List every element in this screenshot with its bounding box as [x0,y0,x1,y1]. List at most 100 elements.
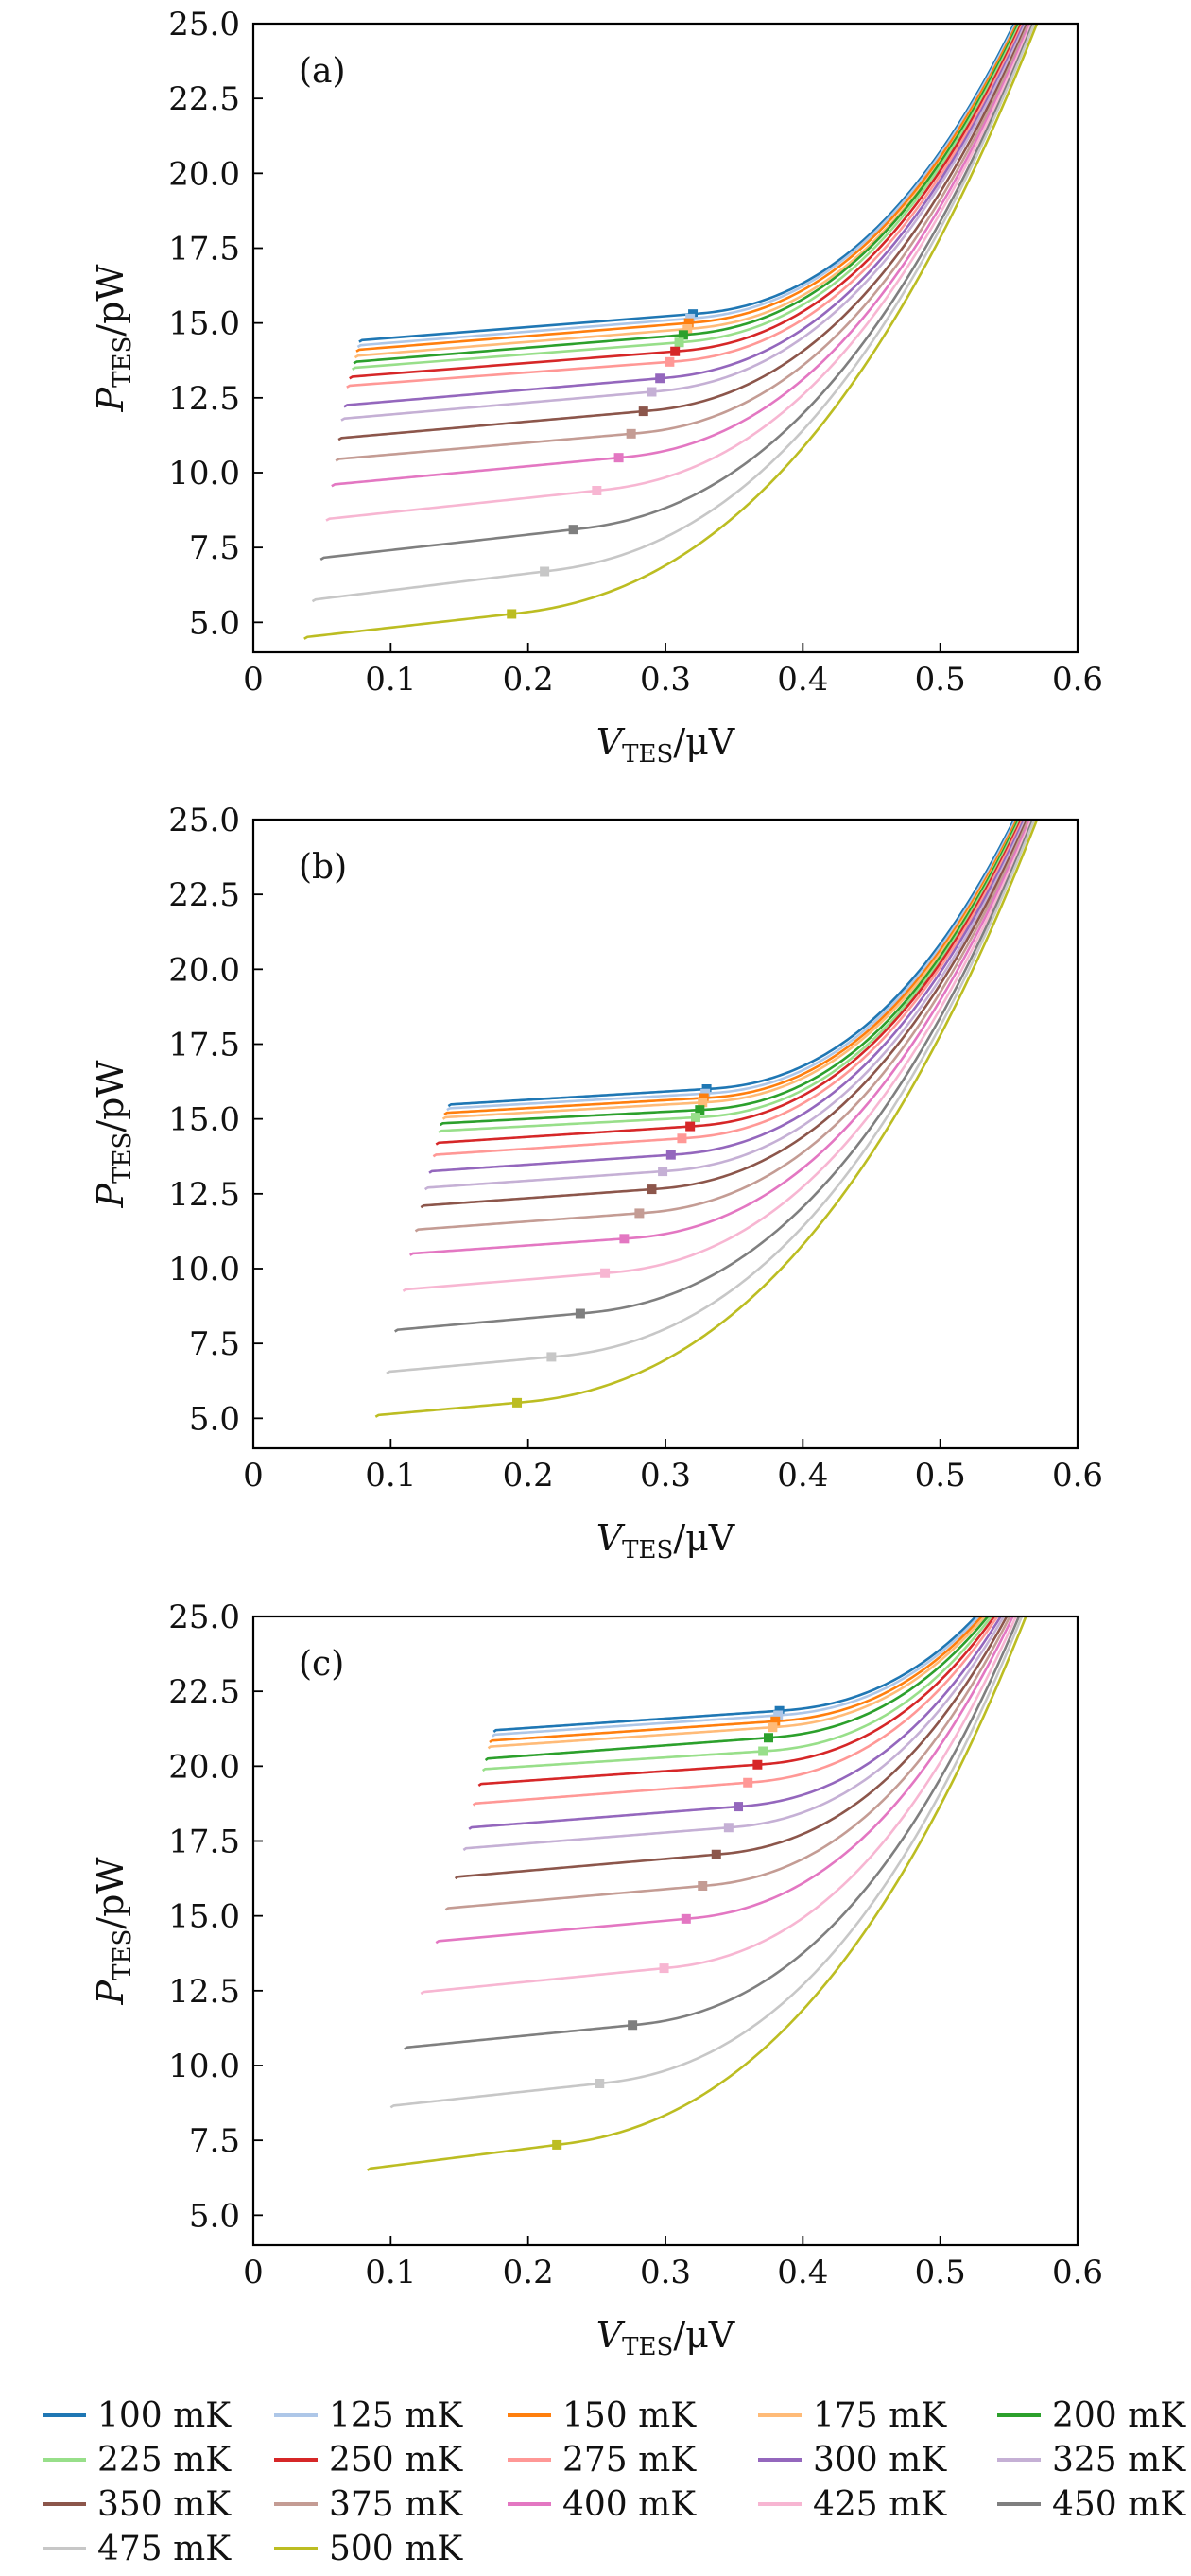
knee-point-400-mK [613,453,624,463]
y-tick-label: 12.5 [168,1973,240,2011]
y-tick-label: 12.5 [168,380,240,418]
series-line-125-mK [492,1616,981,1738]
legend-label: 150 mK [562,2395,697,2435]
x-tick-label: 0 [243,2254,264,2291]
series-line-275-mK [472,1616,999,1807]
legend-label: 400 mK [562,2484,697,2524]
y-tick-label: 20.0 [168,951,240,989]
knee-point-300-mK [655,373,665,384]
knee-point-350-mK [711,1849,721,1859]
knee-point-150-mK [770,1716,781,1726]
y-tick-label: 22.5 [168,80,240,118]
y-tick-label: 22.5 [168,876,240,914]
legend-swatch [508,2458,551,2462]
x-tick-label: 0.2 [503,2254,554,2291]
knee-point-375-mK [626,428,636,439]
knee-point-475-mK [595,2079,605,2088]
panel-a: 0 0.1 0.2 0.3 0.4 0.5 0.6 5.0 7.5 10.0 12.5 15.0 17.… [90,6,1103,769]
knee-point-425-mK [659,1963,669,1974]
plot-frame [251,1615,1079,2247]
y-tick-label: 15.0 [168,1898,240,1936]
y-tick-label: 20.0 [168,155,240,193]
knee-point-375-mK [634,1208,645,1219]
figure: 0 0.1 0.2 0.3 0.4 0.5 0.6 5.0 7.5 10.0 12.5 15.0 17.… [90,6,1103,2361]
series-line-475-mK [386,820,1036,1374]
legend-swatch [997,2458,1041,2462]
knee-point-400-mK [619,1234,630,1244]
legend-label: 300 mK [813,2440,947,2480]
knee-point-400-mK [681,1913,691,1924]
x-tick-label: 0.2 [503,661,554,699]
knee-point-325-mK [647,387,657,397]
y-tick-label: 12.5 [168,1176,240,1214]
y-axis-label: PTES/pW [90,1858,137,2006]
y-tick-label: 5.0 [189,1400,240,1438]
y-tick-label: 22.5 [168,1673,240,1711]
legend-item: 300 mK [758,2438,946,2481]
legend-label: 475 mK [97,2529,232,2568]
series-line-425-mK [402,820,1033,1292]
legend-label: 375 mK [329,2484,463,2524]
knee-point-325-mK [723,1823,734,1833]
knee-point-250-mK [685,1121,696,1132]
series-line-275-mK [346,24,1025,389]
series-line-150-mK [355,24,1019,353]
panel-c: 0 0.1 0.2 0.3 0.4 0.5 0.6 5.0 7.5 10.0 12.5 15.0 17.… [90,1599,1103,2361]
knee-point-225-mK [690,1113,700,1123]
y-axis-label: PTES/pW [90,1061,137,1209]
legend-item: 500 mK [274,2527,462,2570]
x-tick-label: 0.5 [915,2254,966,2291]
knee-point-375-mK [698,1881,708,1891]
series-line-100-mK [358,24,1016,343]
curves [366,1616,1027,2171]
legend-item: 475 mK [43,2527,231,2570]
knee-point-450-mK [575,1308,585,1319]
x-tick-label: 0.1 [365,1457,416,1495]
knee-point-275-mK [677,1133,687,1144]
legend-swatch [508,2413,551,2417]
series-line-125-mK [356,24,1017,349]
legend-label: 125 mK [329,2395,463,2435]
legend-item: 350 mK [43,2482,231,2526]
x-tick-label: 0.4 [777,2254,828,2291]
series-line-200-mK [353,24,1020,365]
x-tick-label: 0.3 [640,2254,691,2291]
series-line-225-mK [481,1616,993,1772]
knee-point-200-mK [678,330,688,340]
knee-point-425-mK [592,486,602,495]
knee-point-350-mK [647,1184,657,1195]
panel-b: 0 0.1 0.2 0.3 0.4 0.5 0.6 5.0 7.5 10.0 12.5 15.0 17.… [90,802,1103,1565]
legend-swatch [758,2413,802,2417]
series-line-150-mK [443,820,1019,1116]
series-line-250-mK [477,1616,996,1787]
y-tick-label: 15.0 [168,305,240,343]
x-tick-label: 0 [243,1457,264,1495]
panel-label: (b) [299,848,347,887]
x-tick-label: 0.4 [777,1457,828,1495]
legend-swatch [43,2458,86,2462]
x-tick-label: 0.6 [1052,1457,1103,1495]
knee-point-175-mK [682,324,693,334]
y-tick-label: 10.0 [168,2048,240,2085]
knee-point-350-mK [638,406,648,417]
legend-item: 400 mK [508,2482,696,2526]
legend-label: 325 mK [1052,2440,1186,2480]
series-line-350-mK [337,24,1028,441]
legend-swatch [43,2547,86,2550]
legend-swatch [508,2502,551,2506]
y-tick-label: 25.0 [168,802,240,839]
series-line-475-mK [389,1616,1024,2109]
series-line-325-mK [462,1616,1006,1852]
plot-frame [251,818,1079,1450]
legend-label: 175 mK [813,2395,947,2435]
y-tick-label: 5.0 [189,2197,240,2235]
legend-item: 250 mK [274,2438,462,2481]
x-tick-label: 0.3 [640,661,691,699]
series-line-450-mK [404,1616,1021,2050]
y-tick-label: 17.5 [168,1824,240,1861]
knee-point-275-mK [743,1777,753,1788]
legend-label: 275 mK [562,2440,697,2480]
x-tick-label: 0.5 [915,661,966,699]
panel-label: (a) [299,52,346,91]
series-line-225-mK [438,820,1022,1134]
